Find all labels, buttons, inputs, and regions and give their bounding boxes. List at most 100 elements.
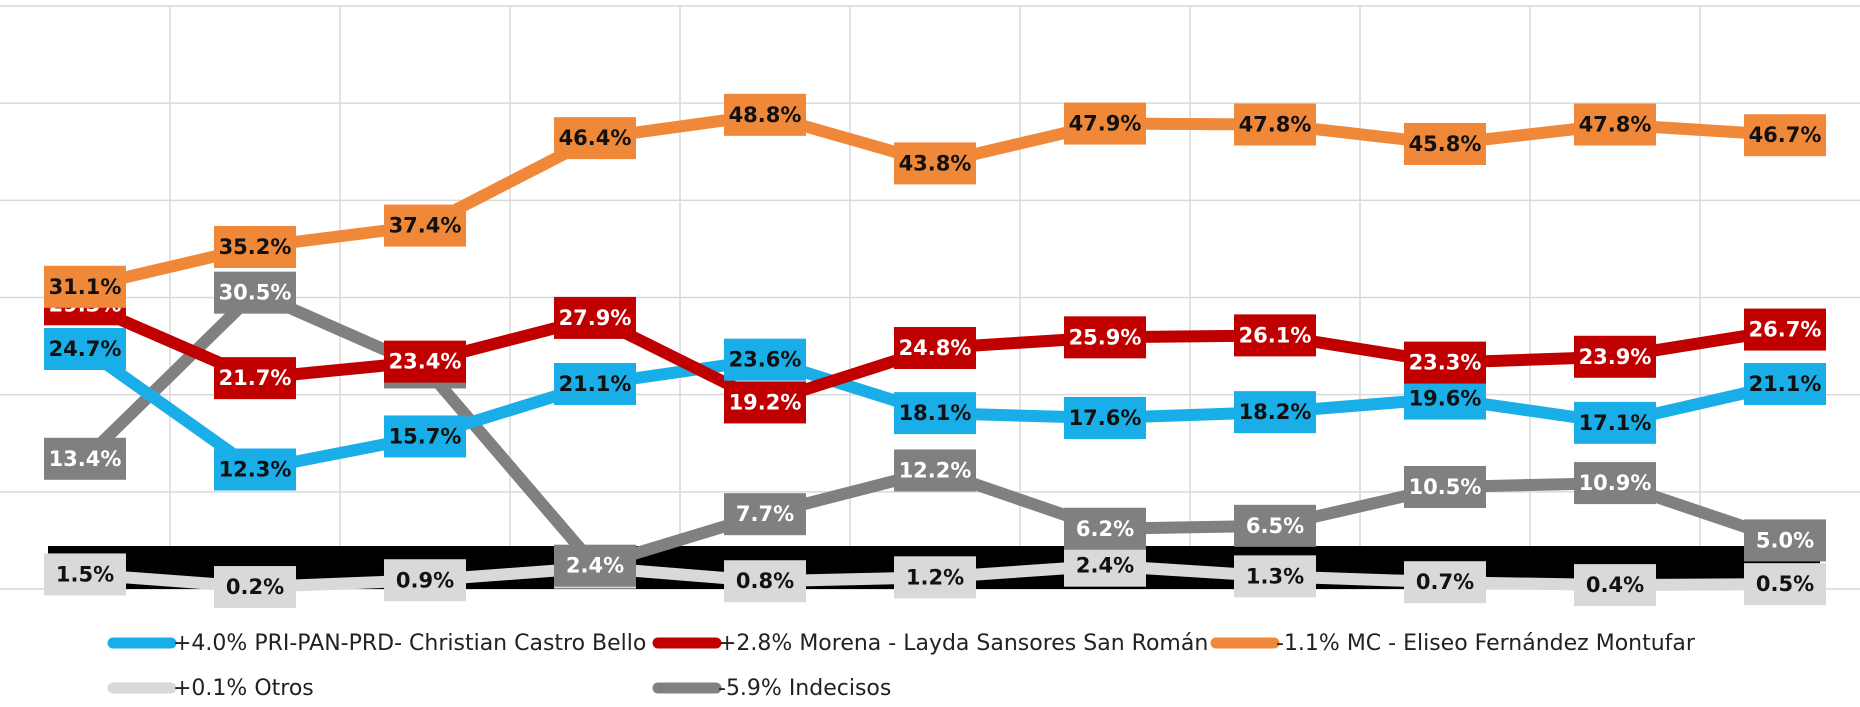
- data-label-box: [724, 93, 806, 136]
- data-label-text: 26.1%: [1239, 323, 1312, 347]
- data-label-box: [384, 204, 466, 247]
- data-label-box: [1234, 103, 1316, 146]
- data-label-text: 18.2%: [1239, 400, 1312, 424]
- data-label-box: [384, 415, 466, 458]
- data-label-text: 12.3%: [219, 457, 292, 481]
- data-label-box: [214, 271, 296, 314]
- data-label: 6.2%: [1064, 507, 1146, 550]
- data-label-box: [1064, 507, 1146, 550]
- data-label: 1.5%: [44, 553, 126, 596]
- data-label: 21.1%: [554, 362, 636, 405]
- data-label-box: [214, 448, 296, 491]
- data-label-box: [1234, 504, 1316, 547]
- data-label: 24.7%: [44, 327, 126, 370]
- data-label-text: 0.5%: [1756, 572, 1814, 596]
- data-label: 35.2%: [214, 225, 296, 268]
- data-label-text: 1.2%: [906, 565, 964, 589]
- data-label: 6.5%: [1234, 504, 1316, 547]
- data-label-text: 26.7%: [1749, 318, 1822, 342]
- legend-label: +2.8% Morena - Layda Sansores San Román: [718, 631, 1208, 656]
- data-label: 1.2%: [894, 556, 976, 599]
- data-label-box: [214, 566, 296, 609]
- data-label-box: [894, 142, 976, 185]
- data-label-text: 21.7%: [219, 366, 292, 390]
- data-label: 2.4%: [1064, 544, 1146, 587]
- data-label-text: 15.7%: [389, 424, 462, 448]
- data-label-text: 37.4%: [389, 214, 462, 238]
- data-label-text: 47.8%: [1579, 113, 1652, 137]
- data-label: 23.3%: [1404, 341, 1486, 384]
- data-label: 31.1%: [44, 265, 126, 308]
- grid: [0, 5, 1860, 590]
- data-label-box: [1404, 561, 1486, 604]
- data-label: 7.7%: [724, 493, 806, 536]
- data-label-text: 10.9%: [1579, 471, 1652, 495]
- data-label-text: 13.4%: [49, 447, 122, 471]
- data-label-box: [894, 327, 976, 370]
- data-label: 15.7%: [384, 415, 466, 458]
- data-label-box: [1234, 391, 1316, 434]
- data-label: 12.2%: [894, 449, 976, 492]
- data-label-text: 6.2%: [1076, 517, 1134, 541]
- data-label: 46.4%: [554, 117, 636, 160]
- data-label-box: [1574, 462, 1656, 505]
- data-label: 18.1%: [894, 392, 976, 435]
- data-label-box: [1064, 544, 1146, 587]
- data-label-box: [554, 296, 636, 339]
- data-label: 25.9%: [1064, 316, 1146, 359]
- data-label: 0.7%: [1404, 561, 1486, 604]
- data-label: 37.4%: [384, 204, 466, 247]
- data-label-text: 46.7%: [1749, 123, 1822, 147]
- data-label-text: 17.1%: [1579, 411, 1652, 435]
- legend-label: +0.1% Otros: [173, 676, 314, 701]
- data-label-box: [44, 327, 126, 370]
- data-label-text: 23.3%: [1409, 351, 1482, 375]
- data-label-box: [1404, 341, 1486, 384]
- data-label: 45.8%: [1404, 122, 1486, 165]
- data-label: 0.2%: [214, 566, 296, 609]
- data-label: 2.4%: [554, 544, 636, 587]
- data-label-text: 1.5%: [56, 562, 114, 586]
- data-label-text: 47.8%: [1239, 113, 1312, 137]
- data-label-box: [724, 338, 806, 381]
- data-label-box: [44, 265, 126, 308]
- data-label-text: 47.9%: [1069, 112, 1142, 136]
- data-label-box: [894, 449, 976, 492]
- data-label-text: 23.4%: [389, 350, 462, 374]
- data-label-text: 27.9%: [559, 306, 632, 330]
- data-label-box: [1064, 396, 1146, 439]
- data-label-box: [1744, 308, 1826, 351]
- data-label-text: 1.3%: [1246, 564, 1304, 588]
- data-label: 21.1%: [1744, 362, 1826, 405]
- data-label-text: 24.8%: [899, 336, 972, 360]
- data-label: 0.5%: [1744, 563, 1826, 606]
- data-label: 18.2%: [1234, 391, 1316, 434]
- data-label-text: 0.4%: [1586, 573, 1644, 597]
- data-label-box: [214, 357, 296, 400]
- legend-label: -1.1% MC - Eliseo Fernández Montufar: [1276, 631, 1696, 656]
- data-label-box: [1744, 114, 1826, 157]
- data-label: 26.7%: [1744, 308, 1826, 351]
- data-label-text: 19.6%: [1409, 387, 1482, 411]
- data-label-box: [554, 117, 636, 160]
- data-label-box: [1064, 102, 1146, 145]
- data-label: 0.9%: [384, 559, 466, 602]
- legend-label: +4.0% PRI-PAN-PRD- Christian Castro Bell…: [173, 631, 646, 656]
- data-label-box: [44, 553, 126, 596]
- data-label: 23.4%: [384, 340, 466, 383]
- data-label-text: 23.6%: [729, 348, 802, 372]
- data-label: 26.1%: [1234, 314, 1316, 357]
- data-label: 48.8%: [724, 93, 806, 136]
- data-label-box: [1744, 563, 1826, 606]
- data-label: 24.8%: [894, 327, 976, 370]
- data-label-text: 23.9%: [1579, 345, 1652, 369]
- data-label-text: 17.6%: [1069, 406, 1142, 430]
- data-label-box: [1574, 335, 1656, 378]
- data-label-text: 12.2%: [899, 458, 972, 482]
- data-label-text: 46.4%: [559, 126, 632, 150]
- data-label: 47.9%: [1064, 102, 1146, 145]
- data-label: 12.3%: [214, 448, 296, 491]
- data-label-text: 18.1%: [899, 401, 972, 425]
